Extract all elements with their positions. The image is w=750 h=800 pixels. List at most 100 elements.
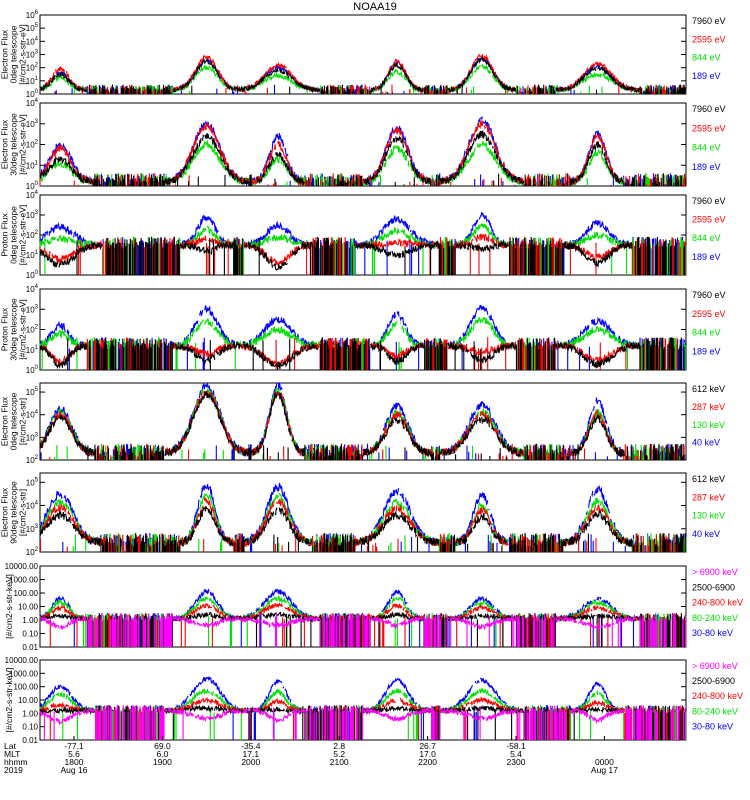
legend-entry: 2595 eV — [692, 34, 726, 44]
y-tick-label: 1000.00 — [9, 576, 38, 585]
y-tick-label: 1.00 — [22, 709, 38, 718]
legend-entry: > 6900 keV — [692, 567, 738, 577]
x-tick-lat: 26.7 — [419, 741, 436, 751]
y-tick-label: 104 — [26, 284, 39, 294]
y-tick-label: 103 — [26, 432, 39, 442]
legend-entry: 189 eV — [692, 347, 721, 357]
y-tick-label: 102 — [26, 325, 39, 335]
x-tick-hhmm: 1800 — [65, 757, 84, 767]
legend-entry: 287 keV — [692, 492, 725, 502]
legend-entry: > 6900 keV — [692, 661, 738, 671]
y-axis-label: MEPEDElectron Flux90deg telescope[#/cm2-… — [0, 481, 28, 544]
x-tick-hhmm: 2100 — [330, 757, 349, 767]
y-tick-label: 100 — [26, 270, 39, 280]
series-magenta — [39, 613, 687, 647]
y-axis-label: TEDElectron Flux30deg telescope[#/cm2-s-… — [0, 113, 28, 176]
legend-entry: 844 eV — [692, 233, 721, 243]
legend-entry: 844 eV — [692, 53, 721, 63]
x-tick-mlt: 5.6 — [68, 749, 80, 759]
panel-meped-electron-0deg: 102 103 104 105MEPEDElectron Flux0deg teles… — [0, 381, 725, 465]
y-tick-label: 102 — [26, 140, 39, 150]
y-tick-label: 103 — [26, 119, 39, 129]
panel-ted-proton-30deg: 100 101 102 103 104 TEDProton Flux30deg teles… — [0, 284, 726, 375]
legend-entry: 130 keV — [692, 511, 725, 521]
panel-ted-electron-0deg: 100 101 102 103 104 105 106 TEDElectron Flux0de… — [0, 10, 726, 99]
x-tick-lat: -77.1 — [64, 741, 84, 751]
y-tick-label: 103 — [26, 524, 39, 534]
x-tick-mlt: 17.1 — [243, 749, 260, 759]
x-axis-row-label: 2019 — [4, 765, 23, 775]
x-tick-hhmm: 2200 — [418, 757, 437, 767]
legend-entry: 7960 eV — [692, 104, 726, 114]
figure-title: NOAA19 — [353, 1, 396, 13]
y-tick-label: 105 — [26, 23, 39, 33]
legend-entry: 7960 eV — [692, 16, 726, 26]
y-tick-label: 101 — [26, 76, 39, 86]
legend-entry: 2595 eV — [692, 309, 726, 319]
y-tick-label: 104 — [26, 410, 39, 420]
legend-entry: 2595 eV — [692, 215, 726, 225]
x-axis-row-label: Lat — [4, 741, 16, 751]
legend-entry: 240-800 keV — [692, 691, 743, 701]
legend-entry: 2500-6900 — [692, 676, 735, 686]
x-tick-mlt: 5.4 — [510, 749, 522, 759]
legend-entry: 80-240 keV — [692, 706, 738, 716]
x-tick-mlt: 6.0 — [156, 749, 168, 759]
y-tick-label: 101 — [26, 160, 39, 170]
y-axis-label: MEPEDElectron Flux0deg telescope[#/cm2-s… — [0, 392, 28, 450]
y-tick-label: 102 — [26, 230, 39, 240]
legend-entry: 612 keV — [692, 474, 725, 484]
y-tick-label: 102 — [26, 455, 39, 465]
legend-entry: 189 eV — [692, 162, 721, 172]
x-tick-mlt: 17.0 — [419, 749, 436, 759]
y-tick-label: 102 — [26, 547, 39, 557]
legend-entry: 189 eV — [692, 71, 721, 81]
legend-entry: 844 eV — [692, 328, 721, 338]
x-axis-row-label: hhmm — [4, 757, 28, 767]
y-tick-label: 101 — [26, 250, 39, 260]
y-tick-label: 0.01 — [22, 643, 38, 652]
panel-mepad-omni-b: 0.01 0.10 1.00 10.00 100.00 1000.00 10000.00 [#… — [4, 656, 743, 745]
x-tick-lat: 2.8 — [333, 741, 345, 751]
series-magenta — [39, 705, 686, 740]
panel-meped-electron-90deg: 102 103 104 105MEPEDElectron Flux90deg tele… — [0, 472, 725, 557]
panel-mepad-omni-a: 0.01 0.10 1.00 10.00 100.00 1000.00 10000.00 [#… — [4, 562, 743, 652]
legend-entry: 7960 eV — [692, 290, 726, 300]
x-tick-hhmm: 0000 — [595, 757, 614, 767]
panel-ted-electron-30deg: 100 101 102 103 104 TEDElectron Flux30deg tel… — [0, 98, 726, 191]
y-tick-label: 10.00 — [18, 603, 39, 612]
x-tick-lat: 69.0 — [154, 741, 171, 751]
legend-entry: 2595 eV — [692, 123, 726, 133]
series-black — [39, 55, 686, 94]
series-black — [39, 130, 687, 187]
y-tick-label: 10000.00 — [5, 562, 39, 571]
y-tick-label: 0.01 — [22, 736, 38, 745]
panel-frame — [39, 472, 687, 553]
legend-entry: 7960 eV — [692, 196, 726, 206]
y-axis-label: TEDProton Flux30deg telescope[#/cm2-s-st… — [0, 298, 28, 361]
legend-entry: 30-80 keV — [692, 628, 733, 638]
legend-entry: 80-240 keV — [692, 613, 738, 623]
y-tick-label: 104 — [26, 36, 39, 46]
y-tick-label: 103 — [26, 304, 39, 314]
y-tick-label: 100.00 — [14, 589, 39, 598]
x-start-date: Aug 16 — [61, 765, 88, 775]
y-tick-label: 100 — [26, 365, 39, 375]
x-axis-row-label: MLT — [4, 749, 20, 759]
x-tick-hhmm: 2300 — [507, 757, 526, 767]
x-end-date: Aug 17 — [591, 765, 618, 775]
series-black — [39, 236, 686, 275]
y-tick-label: 105 — [26, 477, 39, 487]
y-tick-label: 100 — [26, 89, 39, 99]
y-tick-label: 1000.00 — [9, 669, 38, 678]
y-tick-label: 100.00 — [14, 683, 39, 692]
legend-entry: 287 keV — [692, 402, 725, 412]
panels-container: 100 101 102 103 104 105 106 TEDElectron Flux0de… — [0, 10, 743, 745]
legend-entry: 2500-6900 — [692, 582, 735, 592]
y-axis-label: [#/cm2-s-str-keV] — [4, 668, 14, 733]
x-tick-hhmm: 2000 — [241, 757, 260, 767]
y-tick-label: 103 — [26, 210, 39, 220]
